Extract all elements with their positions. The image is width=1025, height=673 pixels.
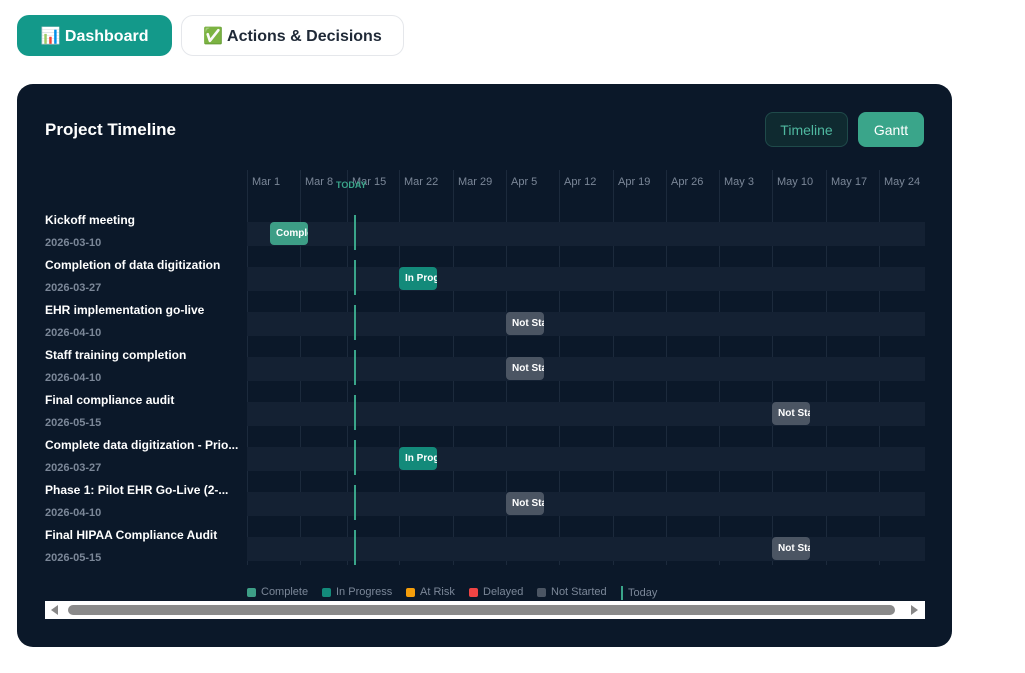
row-track xyxy=(247,492,925,516)
legend-label: At Risk xyxy=(420,586,455,598)
task-date: 2026-05-15 xyxy=(45,552,102,564)
status-bar: Not Started xyxy=(506,312,544,335)
legend-item: Not Started xyxy=(537,586,607,598)
row-track xyxy=(247,357,925,381)
column-label: Apr 19 xyxy=(618,176,651,188)
column-label: May 10 xyxy=(777,176,814,188)
tab-dashboard[interactable]: 📊 Dashboard xyxy=(17,15,172,56)
legend-item: Complete xyxy=(247,586,308,598)
column-label: May 24 xyxy=(884,176,921,188)
scroll-right[interactable] xyxy=(911,605,918,615)
today-line xyxy=(354,530,356,565)
today-line xyxy=(354,485,356,520)
status-bar: Not Started xyxy=(506,492,544,515)
task-date: 2026-04-10 xyxy=(45,372,102,384)
column-label: Mar 29 xyxy=(458,176,493,188)
column-label: Mar 15 xyxy=(352,176,387,188)
timeline-button[interactable]: Timeline xyxy=(765,112,848,147)
legend-swatch xyxy=(406,587,415,597)
task-name: EHR implementation go-live xyxy=(45,303,205,317)
row-track xyxy=(247,267,925,291)
legend-label: In Progress xyxy=(336,586,393,598)
legend-item: Delayed xyxy=(469,586,523,598)
card-title: Project Timeline xyxy=(45,120,177,139)
legend-swatch xyxy=(537,587,546,597)
legend-swatch xyxy=(322,587,331,597)
task-name: Kickoff meeting xyxy=(45,213,136,227)
task-name: Completion of data digitization xyxy=(45,258,221,272)
legend-swatch xyxy=(621,586,623,600)
task-date: 2026-04-10 xyxy=(45,327,102,339)
column-label: Mar 1 xyxy=(252,176,281,188)
legend-swatch xyxy=(469,587,478,597)
row-track xyxy=(247,537,925,561)
today-line xyxy=(354,350,356,385)
tab-actions[interactable]: ✅ Actions & Decisions xyxy=(181,15,404,56)
legend-label: Today xyxy=(628,587,658,599)
task-name: Staff training completion xyxy=(45,348,187,362)
column-label: Mar 22 xyxy=(404,176,439,188)
legend-item: In Progress xyxy=(322,586,392,598)
row-track xyxy=(247,447,925,471)
today-line xyxy=(354,305,356,340)
task-date: 2026-05-15 xyxy=(45,417,102,429)
task-name: Phase 1: Pilot EHR Go-Live (2-... xyxy=(45,483,229,497)
status-bar: Not Started xyxy=(506,357,544,380)
row-track xyxy=(247,312,925,336)
column-label: Apr 12 xyxy=(564,176,597,188)
legend-swatch xyxy=(247,587,256,597)
task-date: 2026-03-27 xyxy=(45,462,102,474)
scroll-thumb[interactable] xyxy=(68,605,895,615)
task-name: Final compliance audit xyxy=(45,393,175,407)
row-track xyxy=(247,222,925,246)
scrollbar[interactable] xyxy=(45,601,925,619)
task-date: 2026-03-10 xyxy=(45,237,102,249)
status-bar: In Progress xyxy=(399,267,437,290)
task-name: Final HIPAA Compliance Audit xyxy=(45,528,218,542)
column-label: May 17 xyxy=(831,176,868,188)
timeline-card: Project Timeline Timeline Gantt Mar 1 Mar… xyxy=(17,84,952,647)
scroll-left[interactable] xyxy=(51,605,58,615)
legend-item: Today xyxy=(621,586,657,600)
status-bar: Not Started xyxy=(772,402,810,425)
status-bar: Not Started xyxy=(772,537,810,560)
task-name: Complete data digitization - Prio... xyxy=(45,438,239,452)
legend-label: Not Started xyxy=(551,586,607,598)
column-label: Apr 26 xyxy=(671,176,704,188)
legend-label: Complete xyxy=(261,586,309,598)
legend-label: Delayed xyxy=(483,586,524,598)
status-bar: In Progress xyxy=(399,447,437,470)
task-date: 2026-04-10 xyxy=(45,507,102,519)
today-line xyxy=(354,440,356,475)
today-line xyxy=(354,260,356,295)
gantt-button[interactable]: Gantt xyxy=(858,112,924,147)
today-label: TODAY xyxy=(336,180,367,190)
column-label: May 3 xyxy=(724,176,754,188)
today-line xyxy=(354,215,356,250)
row-track xyxy=(247,402,925,426)
today-line xyxy=(354,395,356,430)
column-label: Apr 5 xyxy=(511,176,538,188)
column-label: Mar 8 xyxy=(305,176,334,188)
status-bar: Complete xyxy=(270,222,308,245)
task-date: 2026-03-27 xyxy=(45,282,102,294)
legend-item: At Risk xyxy=(406,586,455,598)
